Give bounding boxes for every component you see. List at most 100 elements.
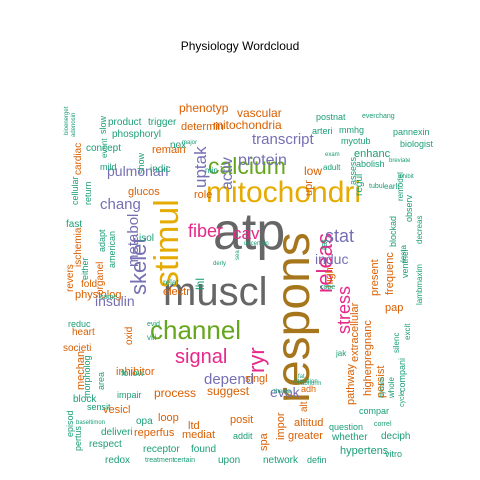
word-vesicl: vesicl	[103, 404, 131, 416]
word-correl: correl	[374, 421, 392, 428]
word-electr: electr	[163, 286, 190, 298]
word-concept: concept	[86, 143, 122, 154]
word-cardiac: cardiac	[73, 142, 84, 175]
word-pannexin: pannexin	[393, 127, 430, 137]
word-stat: stat	[325, 226, 355, 246]
word-pap: pap	[385, 302, 404, 314]
word-depend: depend	[204, 371, 255, 388]
word-organel: organel	[95, 261, 106, 295]
word-chang: chang	[100, 196, 141, 213]
word-pathway: pathway	[345, 364, 357, 405]
word-low: low	[304, 164, 323, 178]
word-adh: adh	[301, 384, 317, 394]
word-arteri: arteri	[312, 126, 333, 136]
word-sea: sea	[235, 250, 241, 260]
word-exam: exam	[325, 152, 340, 158]
word-alt: alt	[299, 401, 310, 412]
word-uncertain: uncertain	[244, 241, 269, 247]
word-singl: singl	[245, 373, 268, 385]
word-cav: cav	[233, 224, 260, 243]
word-muscl: muscl	[163, 270, 268, 314]
word-cycle: cycle	[399, 391, 406, 407]
word-slow: slow	[98, 115, 108, 134]
word-fiber: fiber	[188, 221, 224, 241]
word-greater: greater	[288, 430, 323, 442]
word-altitud: altitud	[294, 417, 324, 429]
word-channel: channel	[150, 315, 242, 345]
word-suggest: suggest	[207, 384, 250, 398]
word-heart: heart	[72, 327, 95, 338]
word-vascular: vascular	[237, 106, 282, 120]
word-event: event	[100, 138, 109, 158]
word-rat: rat	[319, 239, 329, 250]
word-extracellular: extracellular	[349, 302, 361, 362]
word-physiolog: physiolog	[75, 289, 122, 301]
word-fold: fold	[81, 279, 98, 290]
word-abolish: abolish	[356, 159, 385, 169]
word-phosphoryl: phosphoryl	[112, 129, 161, 140]
word-opa: opa	[136, 416, 153, 427]
word-protein: protein	[238, 152, 287, 169]
word-treatment: treatment	[145, 457, 175, 464]
word-glucos: glucos	[128, 186, 160, 198]
word-alteration: alteration	[293, 379, 318, 385]
word-calcium: calcium	[208, 153, 286, 179]
word-activ: activ	[219, 157, 236, 190]
word-theme: theme	[274, 389, 291, 395]
word-decreas: decreas	[415, 215, 424, 244]
word-blockad: blockad	[388, 215, 398, 247]
word-whether: whether	[332, 432, 368, 443]
word-american: american	[107, 230, 117, 268]
word-isol: isol	[139, 233, 155, 244]
word-cellular: cellular	[70, 176, 80, 205]
word-mitochondri: mitochondri	[206, 176, 362, 209]
word-cope: cope	[320, 284, 336, 291]
word-evok: evok	[270, 384, 300, 400]
word-fast: fast	[66, 219, 83, 230]
word-inhibitor: inhibitor	[116, 366, 155, 378]
word-product: product	[108, 117, 142, 128]
word-reperfus: reperfus	[134, 427, 175, 439]
word-jak: jak	[336, 349, 347, 358]
word-come: come	[100, 294, 118, 301]
word-higher: higher	[362, 365, 374, 396]
word-pregnanc: pregnanc	[362, 320, 374, 366]
word-upon: upon	[218, 455, 241, 466]
word-revers: revers	[65, 264, 76, 292]
word-phenotyp: phenotyp	[179, 101, 229, 115]
word-deliveri: deliveri	[101, 427, 133, 438]
word-whole: whole	[387, 377, 396, 398]
word-relat: relat	[163, 278, 179, 287]
word-area: area	[96, 371, 106, 390]
word-inhibit: inhibit	[398, 174, 414, 180]
word-lambmaxim: lambmaxim	[415, 264, 424, 305]
word-receptor: receptor	[143, 444, 180, 455]
word-deciph: deciph	[381, 431, 411, 442]
word-spa: spa	[258, 433, 270, 451]
chart-title: Physiology Wordcloud	[180, 39, 300, 53]
word-respect: respect	[89, 439, 122, 450]
word-tubul: tubul	[369, 183, 385, 190]
word-indic: indic	[150, 164, 171, 175]
word-question: question	[329, 422, 364, 432]
word-abnorm: abnorm	[301, 381, 322, 387]
word-derly: derly	[213, 261, 227, 267]
word-evid: evid	[147, 321, 160, 328]
word-vitro: vitro	[385, 449, 403, 459]
word-adenosin: adenosin	[71, 112, 77, 137]
word-insulin: insulin	[95, 293, 135, 309]
word-certain: certain	[174, 457, 196, 464]
word-adapt: adapt	[97, 229, 107, 252]
word-defin: defin	[307, 455, 327, 465]
word-transcript: transcript	[252, 131, 314, 148]
word-loop: loop	[158, 412, 179, 424]
word-nox: nox	[170, 140, 187, 151]
word-ryr: ryr	[244, 347, 269, 373]
word-determin: determin	[181, 121, 224, 133]
word-ltd: ltd	[188, 420, 200, 432]
word-mild: mild	[100, 162, 117, 172]
word-observ: observ	[404, 194, 414, 222]
word-adult: adult	[323, 163, 341, 172]
word-process: process	[154, 386, 197, 400]
